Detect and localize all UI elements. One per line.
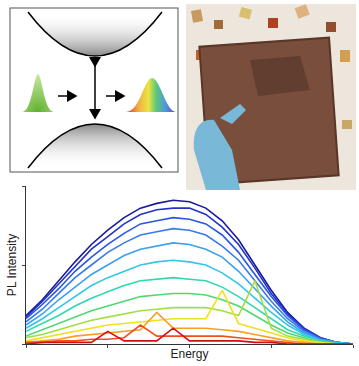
svg-text:PL Intensity: PL Intensity <box>5 234 19 296</box>
svg-text:Energy: Energy <box>170 347 208 361</box>
